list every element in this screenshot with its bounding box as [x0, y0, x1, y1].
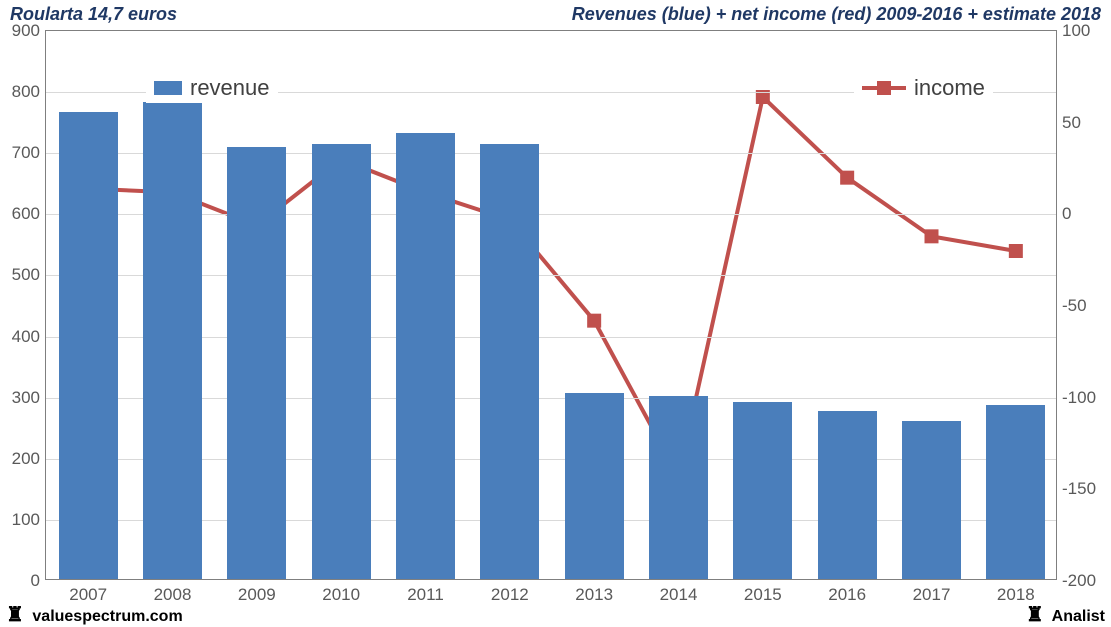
- footer-right-text: Analist: [1052, 608, 1105, 625]
- y-left-tick-label: 300: [12, 388, 46, 408]
- footer-left-text: valuespectrum.com: [32, 608, 182, 625]
- y-left-tick-label: 100: [12, 510, 46, 530]
- bar-revenue: [733, 402, 792, 579]
- y-left-tick-label: 200: [12, 449, 46, 469]
- bar-revenue: [565, 393, 624, 579]
- marker-income: [840, 171, 854, 185]
- legend-label: income: [914, 75, 985, 101]
- title-bar: Roularta 14,7 euros Revenues (blue) + ne…: [0, 0, 1111, 26]
- x-tick-label: 2010: [322, 579, 360, 605]
- x-tick-label: 2009: [238, 579, 276, 605]
- bar-revenue: [986, 405, 1045, 579]
- x-tick-label: 2013: [575, 579, 613, 605]
- legend-label: revenue: [190, 75, 270, 101]
- legend-swatch-icon: [154, 81, 182, 95]
- bar-revenue: [312, 144, 371, 579]
- legend-income: income: [854, 73, 993, 103]
- y-left-tick-label: 700: [12, 143, 46, 163]
- y-right-tick-label: 0: [1056, 204, 1071, 224]
- footer-left: ♜ valuespectrum.com: [6, 605, 183, 626]
- y-right-tick-label: -100: [1056, 388, 1096, 408]
- marker-income: [925, 229, 939, 243]
- y-right-tick-label: -50: [1056, 296, 1087, 316]
- y-left-tick-label: 900: [12, 21, 46, 41]
- y-right-tick-label: -200: [1056, 571, 1096, 591]
- rook-icon: ♜: [6, 604, 24, 626]
- y-left-tick-label: 800: [12, 82, 46, 102]
- plot-area: 0100200300400500600700800900-200-150-100…: [45, 30, 1057, 580]
- legend-swatch-icon: [862, 81, 906, 95]
- bar-revenue: [818, 411, 877, 579]
- rook-icon: ♜: [1026, 604, 1044, 626]
- footer-bar: ♜ valuespectrum.com ♜ Analist: [0, 605, 1111, 627]
- bar-revenue: [480, 144, 539, 579]
- bar-revenue: [902, 421, 961, 579]
- y-left-tick-label: 400: [12, 327, 46, 347]
- bar-revenue: [143, 102, 202, 579]
- marker-income: [587, 314, 601, 328]
- bar-revenue: [396, 133, 455, 579]
- bar-revenue: [59, 112, 118, 580]
- x-tick-label: 2014: [660, 579, 698, 605]
- x-tick-label: 2015: [744, 579, 782, 605]
- bar-revenue: [649, 396, 708, 579]
- chart-container: Roularta 14,7 euros Revenues (blue) + ne…: [0, 0, 1111, 627]
- x-tick-label: 2017: [913, 579, 951, 605]
- y-left-tick-label: 600: [12, 204, 46, 224]
- x-tick-label: 2016: [828, 579, 866, 605]
- bar-revenue: [227, 147, 286, 579]
- x-tick-label: 2011: [407, 579, 444, 605]
- marker-income: [1009, 244, 1023, 258]
- y-right-tick-label: 100: [1056, 21, 1090, 41]
- legend-revenue: revenue: [146, 73, 278, 103]
- y-right-tick-label: 50: [1056, 113, 1081, 133]
- title-right: Revenues (blue) + net income (red) 2009-…: [572, 4, 1101, 25]
- x-tick-label: 2012: [491, 579, 529, 605]
- x-tick-label: 2007: [69, 579, 107, 605]
- footer-right: ♜ Analist: [1026, 605, 1105, 626]
- x-tick-label: 2008: [154, 579, 192, 605]
- y-right-tick-label: -150: [1056, 479, 1096, 499]
- y-left-tick-label: 0: [31, 571, 46, 591]
- y-left-tick-label: 500: [12, 265, 46, 285]
- x-tick-label: 2018: [997, 579, 1035, 605]
